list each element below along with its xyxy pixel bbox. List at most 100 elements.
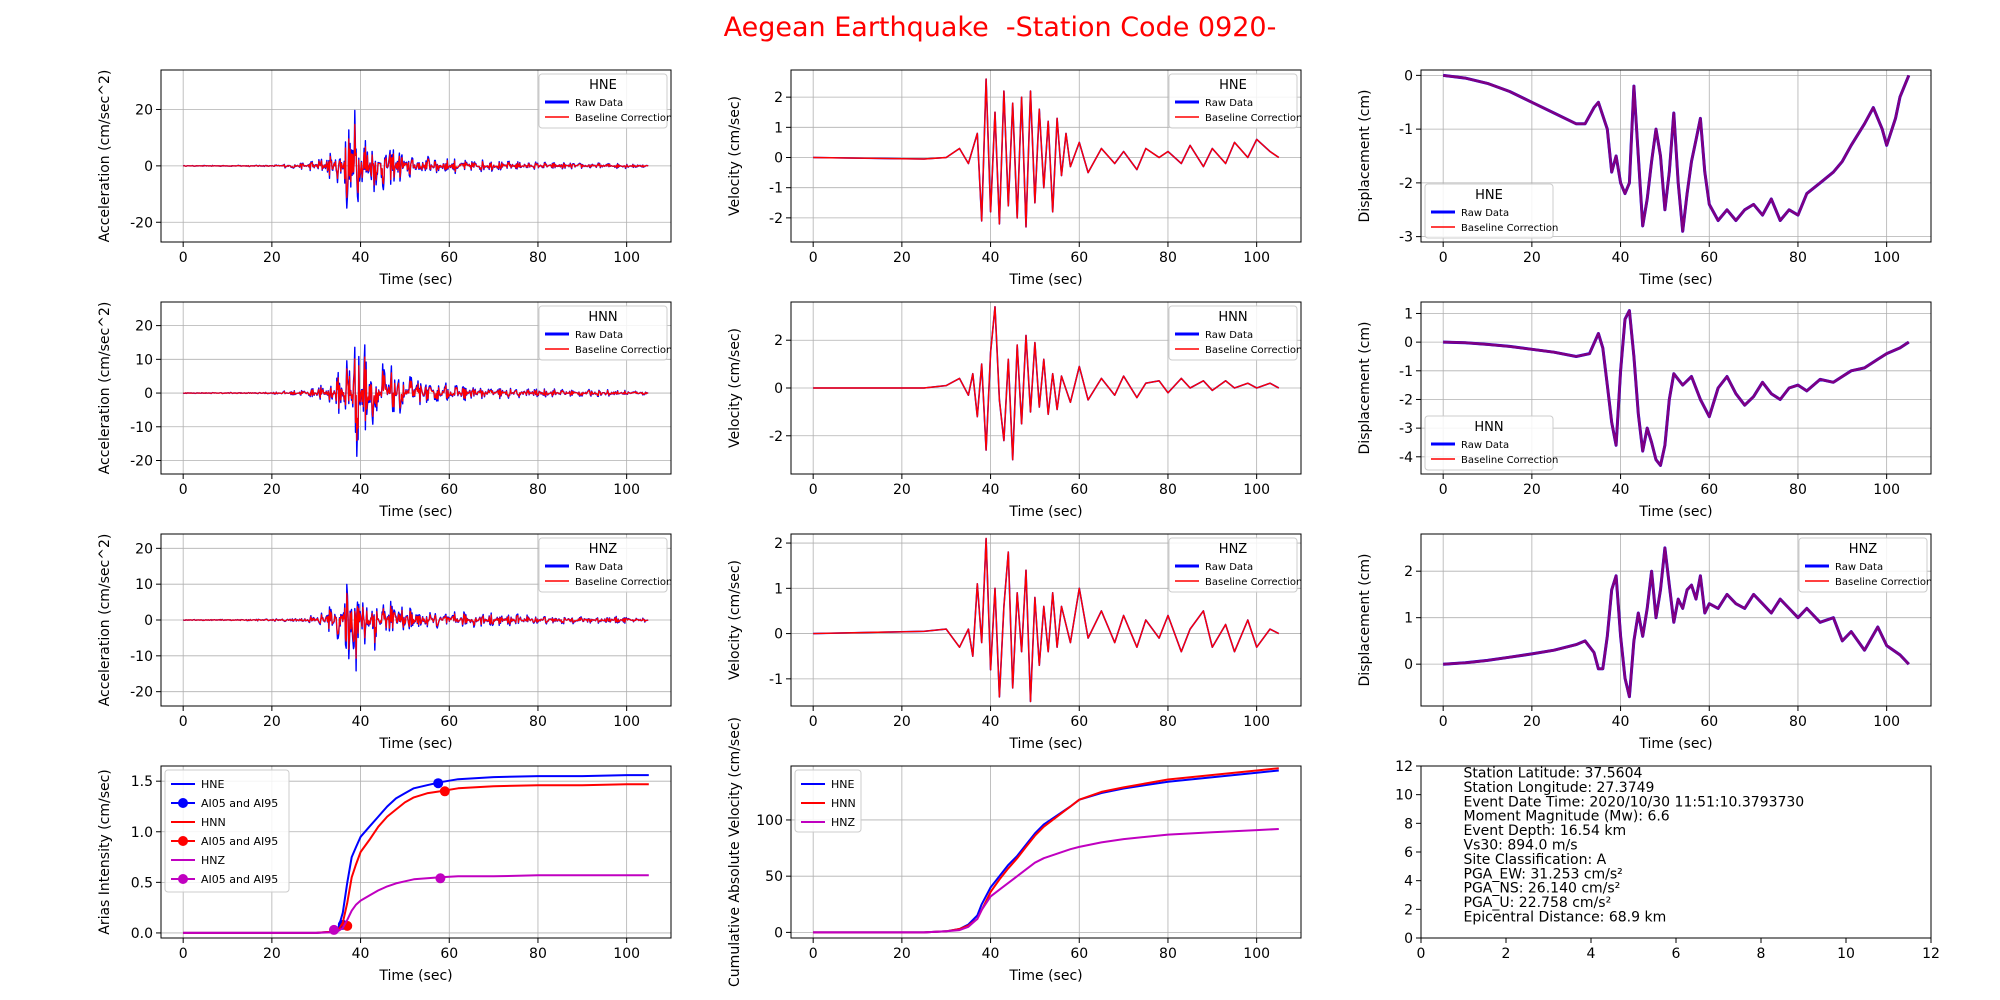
x-tick-label: 20 bbox=[263, 946, 281, 962]
legend-box bbox=[538, 73, 668, 129]
ai-marker bbox=[439, 786, 450, 797]
x-axis-label: Time (sec) bbox=[1008, 736, 1082, 752]
y-tick-label: -2 bbox=[769, 429, 783, 445]
plot-frame bbox=[790, 765, 1302, 939]
y-tick-label: 0 bbox=[144, 613, 153, 629]
y-tick-label: -3 bbox=[1399, 421, 1413, 437]
legend-label-raw: Raw Data bbox=[1461, 208, 1509, 219]
x-tick-label: 40 bbox=[982, 946, 1000, 962]
legend-title: HNE bbox=[1219, 78, 1247, 93]
x-tick-label: 20 bbox=[893, 250, 911, 266]
y-tick-label: 0.0 bbox=[131, 926, 153, 942]
x-tick-label: 100 bbox=[613, 714, 640, 730]
x-tick-label: 20 bbox=[893, 482, 911, 498]
x-tick-label: 80 bbox=[529, 714, 547, 730]
y-tick-label: 10 bbox=[135, 352, 153, 368]
plot-frame bbox=[1420, 533, 1932, 707]
plot-frame bbox=[790, 533, 1302, 707]
x-tick-label: 8 bbox=[1757, 946, 1766, 962]
y-tick-label: 0.5 bbox=[131, 875, 153, 891]
x-tick-label: 20 bbox=[893, 946, 911, 962]
y-tick-label: 0 bbox=[1404, 68, 1413, 84]
legend-box bbox=[538, 537, 668, 593]
x-tick-label: 100 bbox=[613, 946, 640, 962]
x-tick-label: 40 bbox=[1612, 714, 1630, 730]
legend-label-raw: Raw Data bbox=[1205, 330, 1253, 341]
x-tick-label: 40 bbox=[1612, 482, 1630, 498]
x-axis-label: Time (sec) bbox=[378, 272, 452, 288]
legend-title: HNN bbox=[1218, 310, 1247, 325]
plot-frame bbox=[790, 301, 1302, 475]
plot-area bbox=[1443, 546, 1910, 699]
legend-label-baseline: Baseline Correction bbox=[1461, 455, 1558, 466]
plot-area bbox=[813, 767, 1279, 934]
info-line: PGA_NS: 26.140 cm/s² bbox=[1464, 881, 1621, 897]
plot-frame bbox=[1420, 301, 1932, 475]
legend-label-raw: Raw Data bbox=[1205, 98, 1253, 109]
plot-area bbox=[182, 344, 649, 457]
plot-frame bbox=[1420, 765, 1932, 939]
x-tick-label: 60 bbox=[440, 714, 458, 730]
legend-label-baseline: Baseline Correction bbox=[1835, 577, 1932, 588]
legend-label-baseline: Baseline Correction bbox=[575, 113, 672, 124]
y-tick-label: 1.0 bbox=[131, 825, 153, 841]
legend-label-raw: Raw Data bbox=[1835, 562, 1883, 573]
raw-data-line bbox=[182, 344, 649, 457]
plot-area bbox=[1443, 309, 1910, 467]
legend-marker bbox=[178, 836, 188, 846]
x-axis-label: Time (sec) bbox=[1638, 736, 1712, 752]
plot-acc-hnz: 0 20 40 60 80 100 -20 -10 0 10 20 Time (sec) Acceler… bbox=[97, 533, 672, 752]
legend: HNZ Raw Data Baseline Correction bbox=[1798, 537, 1932, 593]
plot-frame bbox=[1420, 69, 1932, 243]
x-axis-label: Time (sec) bbox=[1008, 968, 1082, 984]
info-line: Moment Magnitude (Mw): 6.6 bbox=[1464, 809, 1670, 825]
legend-label-raw: Raw Data bbox=[575, 562, 623, 573]
legend-box bbox=[1168, 305, 1298, 361]
series-line-hnn bbox=[183, 783, 649, 934]
legend-box bbox=[1424, 415, 1554, 471]
legend-label-baseline: Baseline Correction bbox=[575, 345, 672, 356]
plot-frame bbox=[160, 69, 672, 243]
x-axis-label: Time (sec) bbox=[1638, 504, 1712, 520]
y-tick-label: 0 bbox=[774, 381, 783, 397]
ai-marker bbox=[328, 924, 339, 935]
legend-title: HNE bbox=[1475, 188, 1503, 203]
plot-cav: 0 20 40 60 80 100 0 50 100 Time (sec) Cumulative A… bbox=[727, 717, 1302, 987]
plot-frame bbox=[160, 533, 672, 707]
legend-label: HNZ bbox=[831, 816, 856, 829]
x-tick-label: 80 bbox=[1159, 250, 1177, 266]
legend-title: HNZ bbox=[589, 542, 618, 557]
y-tick-label: 2 bbox=[774, 333, 783, 349]
info-line: PGA_EW: 31.253 cm/s² bbox=[1464, 866, 1623, 882]
legend-marker bbox=[178, 798, 188, 808]
x-tick-label: 20 bbox=[1523, 250, 1541, 266]
x-tick-label: 60 bbox=[440, 946, 458, 962]
x-tick-label: 40 bbox=[1612, 250, 1630, 266]
y-tick-label: -1 bbox=[1399, 122, 1413, 138]
legend-box bbox=[1168, 73, 1298, 129]
y-axis-label: Acceleration (cm/sec^2) bbox=[97, 302, 113, 475]
x-tick-label: 6 bbox=[1672, 946, 1681, 962]
info-line: Station Longitude: 27.3749 bbox=[1464, 780, 1655, 796]
y-axis-label: Displacement (cm) bbox=[1357, 322, 1373, 455]
x-tick-label: 0 bbox=[809, 250, 818, 266]
legend-title: HNN bbox=[1474, 420, 1503, 435]
info-line: Event Date Time: 2020/10/30 11:51:10.379… bbox=[1464, 794, 1805, 810]
plot-area bbox=[182, 583, 649, 672]
x-tick-label: 40 bbox=[352, 250, 370, 266]
x-tick-label: 60 bbox=[1070, 714, 1088, 730]
y-tick-label: 20 bbox=[135, 541, 153, 557]
x-tick-label: 100 bbox=[1243, 946, 1270, 962]
y-tick-label: -1 bbox=[769, 672, 783, 688]
legend-label: HNE bbox=[831, 778, 855, 791]
x-tick-label: 60 bbox=[1700, 482, 1718, 498]
x-tick-label: 60 bbox=[440, 482, 458, 498]
x-tick-label: 80 bbox=[1159, 946, 1177, 962]
x-tick-label: 0 bbox=[1439, 250, 1448, 266]
y-tick-label: 0 bbox=[144, 386, 153, 402]
figure-title: Aegean Earthquake -Station Code 0920- bbox=[723, 12, 1277, 43]
y-tick-label: -20 bbox=[130, 454, 153, 470]
x-tick-label: 80 bbox=[529, 250, 547, 266]
legend-label: HNZ bbox=[201, 854, 226, 867]
plot-vel-hne: 0 20 40 60 80 100 -2 -1 0 1 2 Time (sec) Velocity (c… bbox=[727, 69, 1302, 288]
